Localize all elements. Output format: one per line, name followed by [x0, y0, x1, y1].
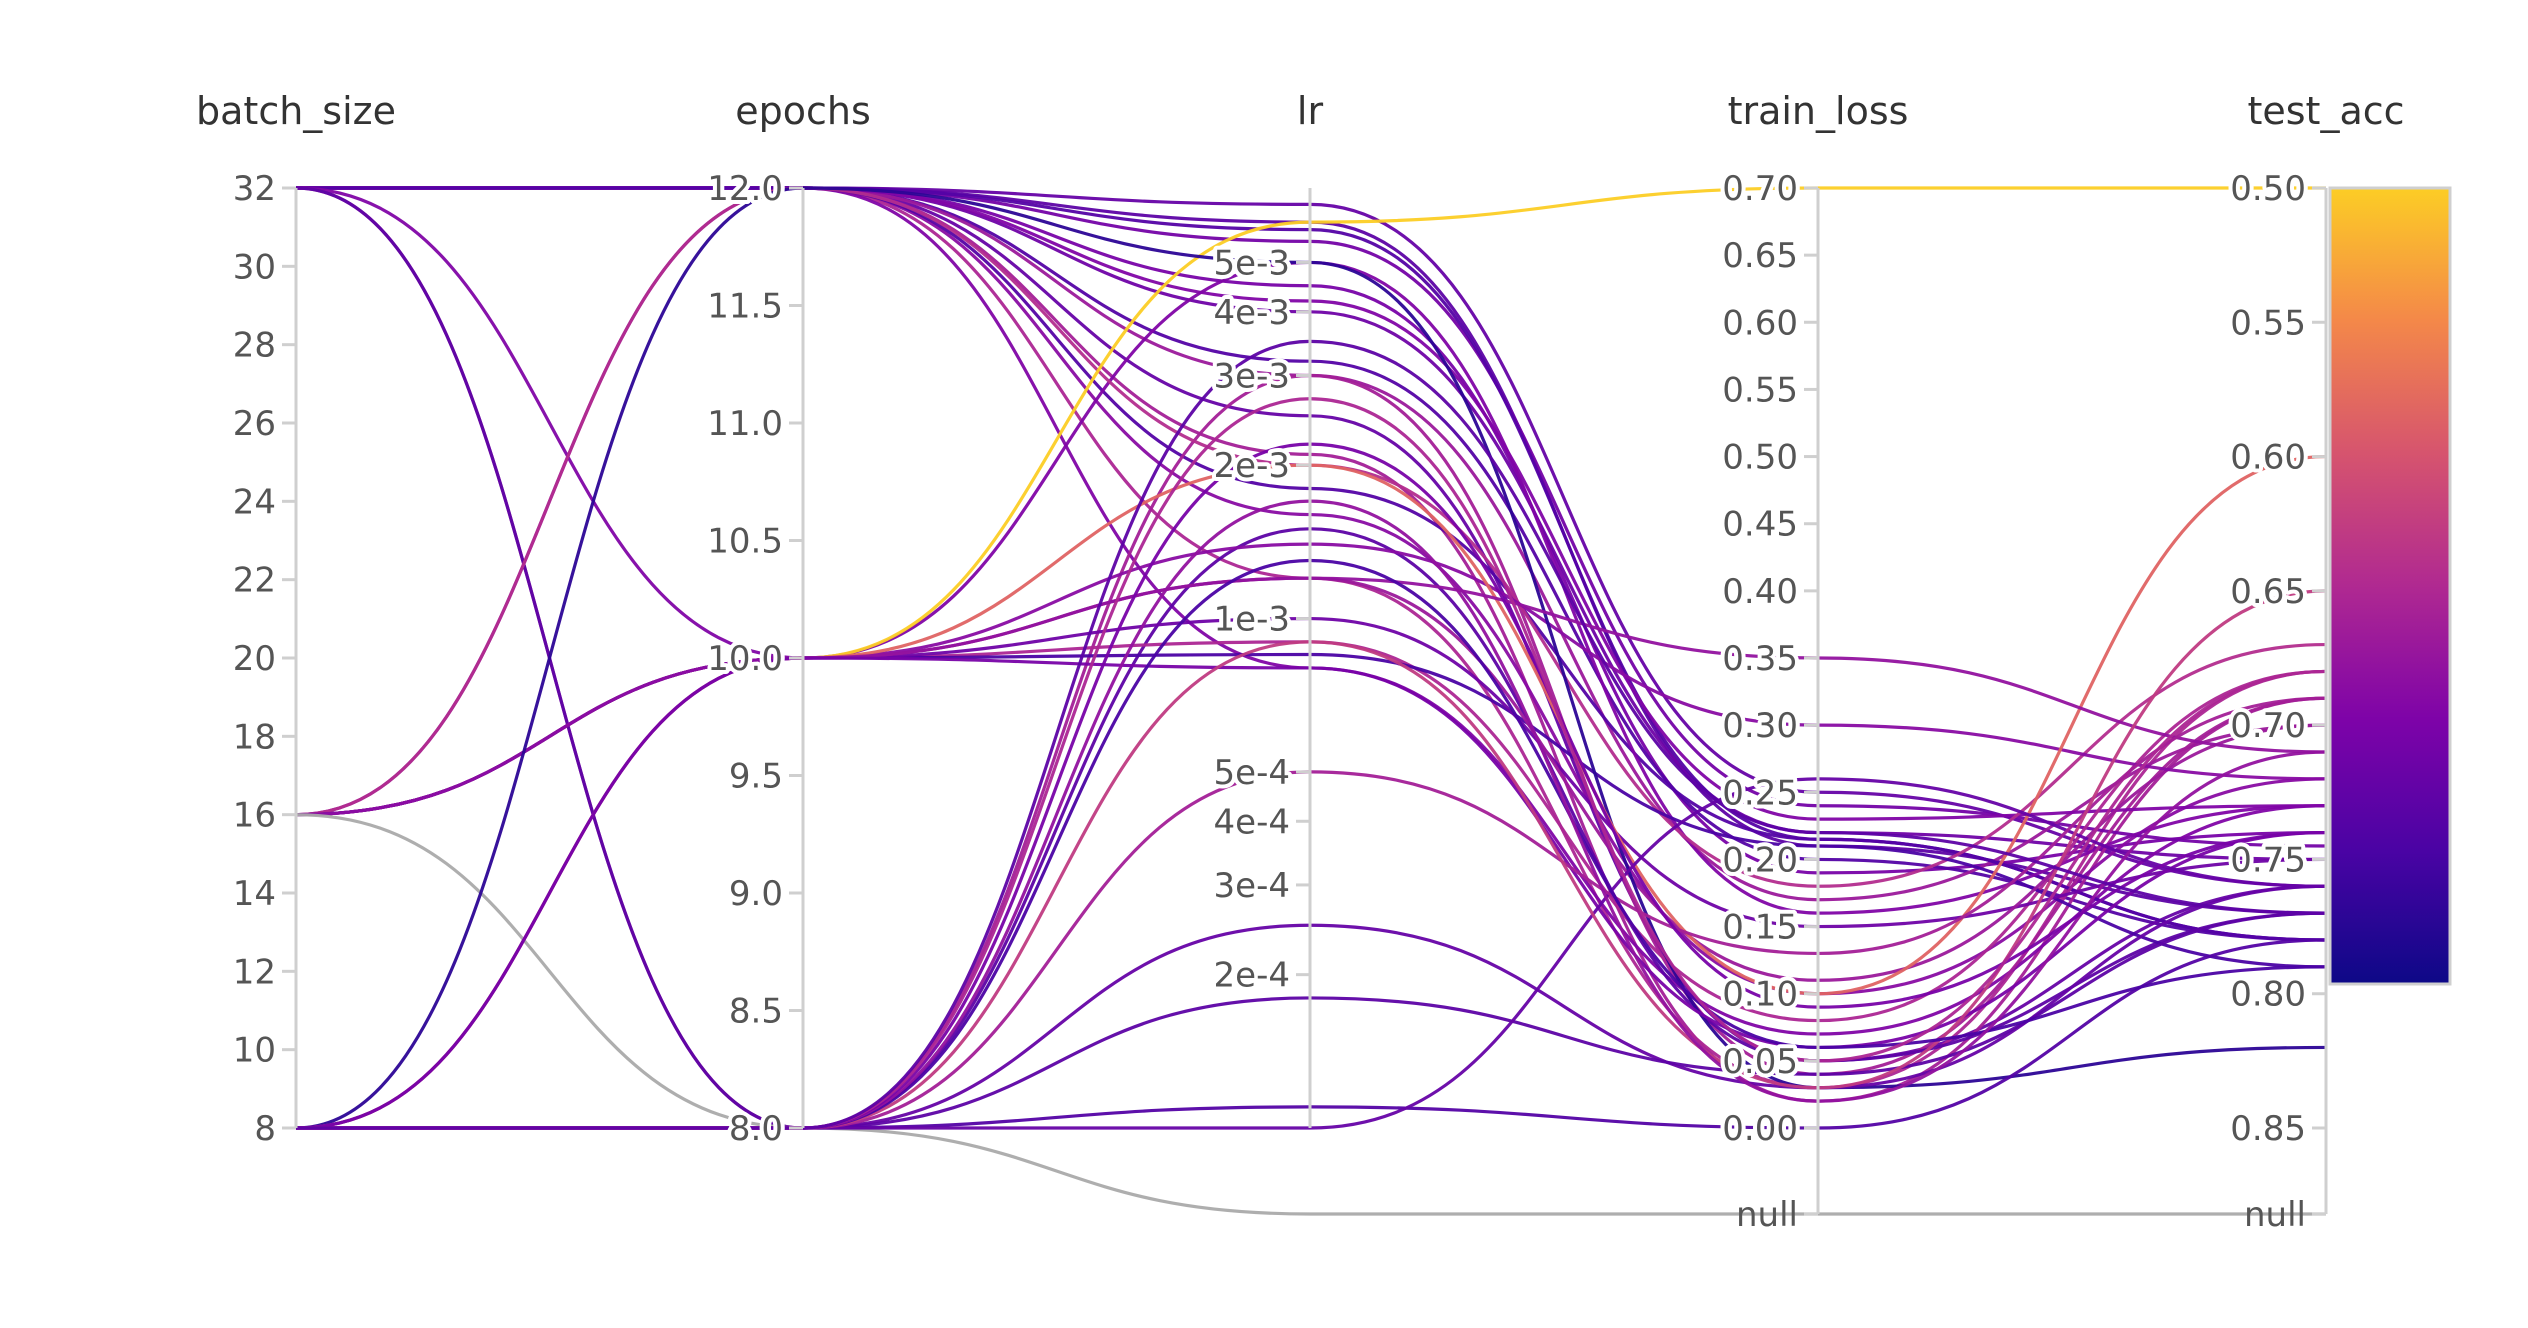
tick-label: 0.35 — [1722, 639, 1798, 679]
tick-label: 0.70 — [1722, 169, 1798, 209]
tick-label: 0.65 — [1722, 236, 1798, 276]
tick-label: 2e-4 — [1214, 956, 1290, 996]
tick-label: 2e-3 — [1214, 446, 1290, 486]
tick-label: 3e-3 — [1214, 356, 1290, 396]
tick-label: 11.0 — [707, 404, 783, 444]
tick-label: 26 — [233, 404, 276, 444]
tick-label: 0.50 — [1722, 438, 1798, 478]
tick-label: 0.85 — [2230, 1109, 2306, 1149]
tick-label: 10 — [233, 1031, 276, 1071]
colorbar — [2328, 186, 2452, 986]
tick-label: 0.30 — [1722, 706, 1798, 746]
axis-epochs[interactable]: epochs 8.0 8.5 9.0 9.5 10.0 10.5 11.0 11.5 12.0 — [703, 89, 871, 1153]
run-line[interactable] — [295, 186, 2327, 1130]
tick-label: 30 — [233, 247, 276, 287]
tick-label: 8 — [254, 1109, 276, 1149]
tick-label: 0.65 — [2230, 572, 2306, 612]
tick-label: 12 — [233, 952, 276, 992]
tick-label: 0.55 — [1722, 370, 1798, 410]
axis-lr[interactable]: lr 2e-4 3e-4 4e-4 5e-4 1e-3 2e-3 3e-3 4e-3 5e-3 — [1210, 89, 1324, 1128]
tick-label: 22 — [233, 561, 276, 601]
axes: batch_size 8 10 12 14 16 18 20 22 24 26 28 30 32 epoch… — [196, 89, 2405, 1235]
tick-label: 9.0 — [729, 874, 783, 914]
axis-title: train_loss — [1728, 89, 1909, 133]
tick-label: 0.10 — [1722, 975, 1798, 1015]
tick-label: 0.45 — [1722, 505, 1798, 545]
tick-label: 0.15 — [1722, 908, 1798, 948]
axis-batch_size[interactable]: batch_size 8 10 12 14 16 18 20 22 24 26 28 30 32 — [196, 89, 396, 1149]
tick-label: 0.75 — [2230, 840, 2306, 880]
tick-label: 0.20 — [1722, 840, 1798, 880]
run-line[interactable] — [296, 186, 2327, 942]
tick-label: 5e-4 — [1214, 753, 1290, 793]
axis-title: epochs — [735, 89, 871, 133]
tick-label: 28 — [233, 326, 276, 366]
tick-label: 16 — [233, 796, 276, 836]
tick-label: 4e-3 — [1214, 293, 1290, 333]
tick-label: 0.40 — [1722, 572, 1798, 612]
tick-label: 18 — [233, 717, 276, 757]
tick-label: 5e-3 — [1214, 243, 1290, 283]
tick-label: 0.00 — [1722, 1109, 1798, 1149]
tick-label: 0.60 — [2230, 438, 2306, 478]
axis-test_acc[interactable]: test_acc 0.50 0.55 0.60 0.65 0.70 0.75 0.80 0.85… — [2226, 89, 2404, 1235]
tick-label: 0.55 — [2230, 303, 2306, 343]
axis-title: batch_size — [196, 89, 396, 133]
run-line[interactable] — [295, 813, 2326, 1216]
axis-train_loss[interactable]: train_loss 0.00 0.05 0.10 0.15 0.20 0.25 0.30 0.… — [1718, 89, 1909, 1235]
tick-label: 0.60 — [1722, 303, 1798, 343]
tick-label: 11.5 — [707, 287, 783, 327]
tick-label: 4e-4 — [1214, 802, 1290, 842]
tick-label: 12.0 — [707, 169, 783, 209]
null-label: null — [1736, 1195, 1798, 1235]
tick-label: 24 — [233, 482, 276, 522]
tick-label: 32 — [233, 169, 276, 209]
tick-label: 0.80 — [2230, 975, 2306, 1015]
colorbar-gradient — [2328, 186, 2452, 986]
tick-label: 10.0 — [707, 639, 783, 679]
tick-label: 10.5 — [707, 522, 783, 562]
tick-label: 20 — [233, 639, 276, 679]
axis-title: test_acc — [2247, 89, 2404, 133]
tick-label: 0.70 — [2230, 706, 2306, 746]
tick-label: 0.05 — [1722, 1042, 1798, 1082]
tick-label: 0.50 — [2230, 169, 2306, 209]
tick-label: 8.0 — [729, 1109, 783, 1149]
axis-title: lr — [1297, 89, 1324, 133]
tick-label: 8.5 — [729, 992, 783, 1032]
tick-label: 0.25 — [1722, 773, 1798, 813]
tick-label: 3e-4 — [1214, 866, 1290, 906]
tick-label: 1e-3 — [1214, 600, 1290, 640]
null-label: null — [2244, 1195, 2306, 1235]
tick-label: 14 — [233, 874, 276, 914]
tick-label: 9.5 — [729, 757, 783, 797]
